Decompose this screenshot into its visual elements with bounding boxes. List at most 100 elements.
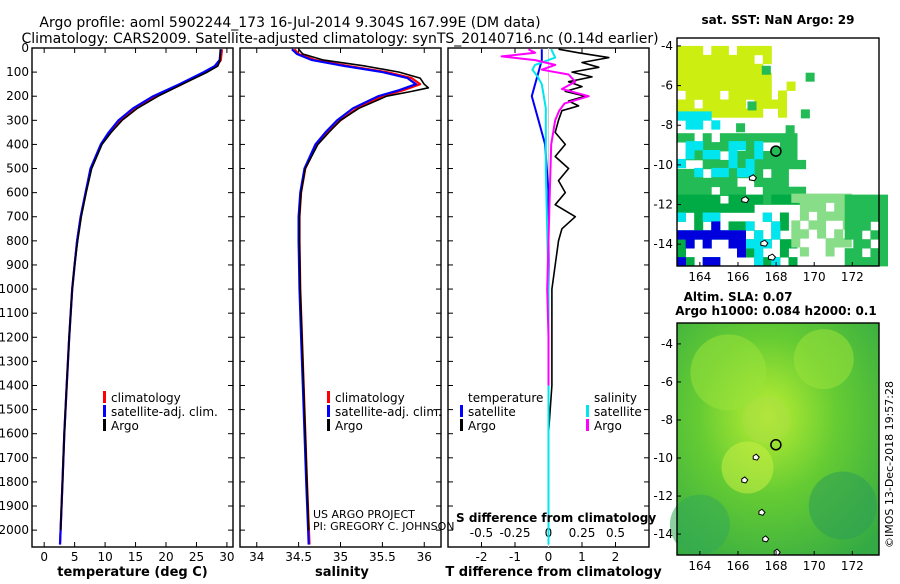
sla-blob: [690, 334, 767, 411]
sst-cell: [728, 239, 738, 249]
sst-cell: [853, 203, 863, 213]
sst-cell: [779, 212, 789, 222]
sst-cell: [861, 212, 871, 222]
sst-cell: [728, 186, 738, 196]
sst-cell: [711, 177, 721, 188]
profile-panels: 0100200300400500600700800900100011001200…: [0, 41, 662, 580]
xtick-label: 25: [189, 550, 204, 564]
sst-cell: [825, 247, 835, 257]
sst-cell: [747, 101, 757, 111]
sst-cell: [779, 168, 789, 179]
sst-cell: [728, 81, 738, 91]
sst-cell: [677, 168, 686, 179]
sst-cell: [737, 45, 746, 56]
salinity-xlabel: salinity: [315, 565, 369, 580]
sst-cell: [745, 239, 755, 249]
ytick-label: 2000: [0, 523, 29, 537]
map-ytick-label: -6: [661, 375, 673, 389]
sst-cell: [817, 202, 827, 212]
sla-blob: [742, 395, 791, 444]
temperature-legend-label: Argo: [111, 419, 139, 433]
sst-cell: [737, 63, 746, 74]
sst-cell: [762, 54, 772, 65]
sst-cell: [694, 45, 704, 56]
sst-cell: [728, 168, 738, 179]
sst-cell: [844, 203, 854, 213]
sst-cell: [754, 45, 764, 56]
sst-cell: [737, 72, 746, 82]
climatology-line: [58, 49, 224, 545]
sst-cell: [879, 239, 888, 249]
sst-cell: [737, 159, 746, 170]
sst-cell: [745, 248, 755, 258]
sst-cell: [771, 186, 781, 196]
sst-cell: [844, 230, 854, 240]
map-ytick-label: -14: [653, 527, 673, 541]
sst-cell: [728, 177, 738, 188]
sst-cell: [685, 99, 695, 109]
sst-cell: [728, 203, 738, 213]
island-outline: [762, 535, 770, 543]
sla-blob: [808, 471, 877, 540]
sst-cell: [685, 239, 695, 249]
sst-cell: [754, 194, 764, 204]
salinity-panel-frame: [239, 47, 442, 548]
sst-cell: [779, 159, 789, 170]
sst-cell: [799, 202, 809, 212]
sst-cell: [861, 257, 871, 267]
sst-cell: [799, 229, 809, 239]
sst-cell: [745, 221, 755, 231]
sst-cell: [808, 220, 818, 230]
sst-cell: [685, 141, 695, 151]
sst-cell: [788, 151, 798, 161]
ytick-label: 1700: [0, 451, 29, 465]
sst-cell: [754, 239, 764, 249]
ytick-label: 1400: [0, 378, 29, 392]
sst-cell: [754, 108, 764, 118]
sst-cell: [870, 203, 880, 213]
salinity-legend-swatch: [327, 391, 330, 403]
temperature-panel: 0100200300400500600700800900100011001200…: [0, 41, 235, 580]
sst-cell: [737, 90, 746, 100]
sst-cell: [799, 211, 809, 221]
sst-cell: [728, 141, 738, 151]
sst-cell: [694, 72, 704, 82]
sst-cell: [844, 221, 854, 231]
sst-cell: [791, 229, 801, 239]
sst-cell: [844, 194, 854, 204]
xtick-label: -1: [509, 550, 521, 564]
sst-cell: [762, 99, 772, 109]
sst-cell: [771, 194, 781, 204]
sst-cell: [737, 221, 746, 231]
sst-cell: [728, 54, 738, 65]
xtick-label: 15: [128, 550, 143, 564]
sst-cell: [677, 257, 686, 267]
map-ytick-label: -12: [653, 198, 673, 212]
sst-cell: [702, 212, 712, 222]
xtick-label: 34: [249, 550, 264, 564]
map-xtick-label: 164: [688, 270, 711, 284]
sst-cell: [728, 150, 738, 160]
diff-legend-swatch: [586, 419, 589, 431]
sst-cell: [771, 177, 781, 188]
sst-cell: [702, 142, 712, 152]
sst-cell: [817, 220, 827, 230]
sst-cell: [771, 230, 781, 240]
sst-cell: [762, 257, 772, 267]
sst-cell: [719, 45, 729, 56]
sst-cell: [711, 63, 721, 74]
xtick-label: 1: [578, 550, 586, 564]
sst-cell: [754, 63, 764, 74]
sst-cell: [762, 186, 772, 196]
sst-cell: [677, 99, 686, 109]
ytick-label: 600: [6, 186, 29, 200]
sst-cell: [761, 65, 771, 75]
map-ytick-label: -8: [661, 118, 673, 132]
sst-cell: [702, 63, 712, 74]
sst-cell: [702, 194, 712, 204]
sst-cell: [785, 125, 795, 135]
sst-cell: [737, 141, 746, 151]
sst-cell: [754, 90, 764, 100]
sst-cell: [719, 81, 729, 91]
sst-cell: [711, 221, 721, 231]
